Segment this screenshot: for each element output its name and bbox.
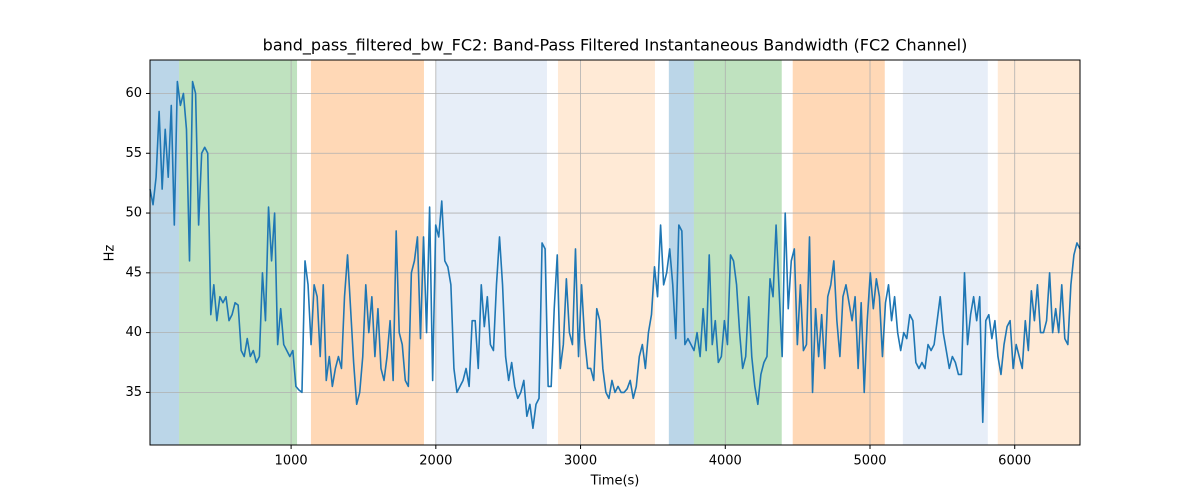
shaded-span (150, 60, 180, 445)
x-tick-label: 6000 (998, 454, 1031, 469)
y-tick-label: 60 (125, 86, 142, 101)
x-tick-label: 1000 (275, 454, 308, 469)
shaded-span (435, 60, 547, 445)
shaded-span (668, 60, 694, 445)
y-tick-label: 55 (125, 146, 142, 161)
shaded-span (179, 60, 298, 445)
x-tick-label: 3000 (564, 454, 597, 469)
shaded-span (310, 60, 424, 445)
x-tick-label: 5000 (853, 454, 886, 469)
plot-frame (149, 59, 1081, 446)
y-tick-label: 50 (125, 206, 142, 221)
chart-title: band_pass_filtered_bw_FC2: Band-Pass Fil… (263, 36, 968, 56)
shaded-span (902, 60, 988, 445)
shaded-span (557, 60, 655, 445)
x-axis-label: Time(s) (590, 474, 640, 489)
x-tick-label: 2000 (419, 454, 452, 469)
y-tick-label: 35 (125, 385, 142, 400)
shaded-span (792, 60, 885, 445)
y-axis-label: Hz (103, 245, 118, 262)
y-tick-label: 40 (125, 325, 142, 340)
y-tick-label: 45 (125, 265, 142, 280)
x-tick-label: 4000 (709, 454, 742, 469)
shaded-span (997, 60, 1080, 445)
data-line (149, 80, 1081, 430)
shaded-span (693, 60, 782, 445)
